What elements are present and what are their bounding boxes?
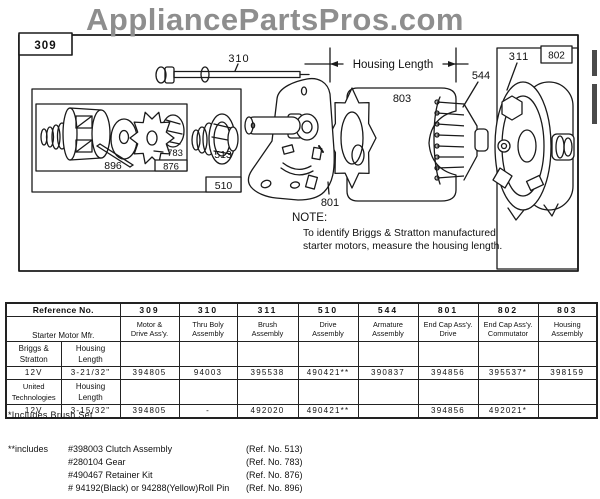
ref-510-box bbox=[205, 176, 242, 193]
footnote-brush-set: *Includes Brush Set bbox=[8, 410, 93, 420]
col-ref-802: 802 bbox=[477, 302, 539, 317]
ref-label-310: 310 bbox=[228, 53, 249, 65]
col-ref-803: 803 bbox=[537, 302, 598, 317]
col-ref-310: 310 bbox=[178, 302, 238, 317]
housing-length-label: Housing Length bbox=[353, 59, 434, 71]
gear-cluster-drawing bbox=[327, 87, 377, 189]
housing-length-dimension bbox=[304, 47, 469, 83]
drive-assembly-box bbox=[31, 88, 242, 193]
ref-label-309: 309 bbox=[34, 40, 56, 52]
ref-309-box bbox=[18, 32, 73, 56]
cell-544: 390837 bbox=[357, 366, 419, 380]
footnote-item: **includes #398003 Clutch Assembly (Ref.… bbox=[8, 444, 348, 457]
cell-510: 490421** bbox=[297, 404, 359, 419]
briggs-housing-length-label: Housing Length bbox=[60, 341, 121, 367]
appliancepartspros-watermark: AppliancePartsPros.com bbox=[86, 2, 464, 37]
cell-310: 94003 bbox=[178, 366, 238, 380]
col-name-802: End Cap Ass'y. Commutator bbox=[477, 316, 539, 342]
scan-artifact bbox=[592, 84, 597, 124]
briggs-voltage: 12V bbox=[5, 366, 62, 380]
footnote-item: #490467 Retainer Kit (Ref. No. 876) bbox=[8, 470, 348, 483]
ref-label-513: 513 bbox=[214, 149, 232, 161]
ref-label-876: 876 bbox=[163, 162, 179, 173]
table-row-united-technologies: United Technologies Housing Length bbox=[5, 379, 598, 405]
footnote-includes-block: **includes #398003 Clutch Assembly (Ref.… bbox=[8, 444, 348, 496]
col-ref-544: 544 bbox=[357, 302, 419, 317]
footnote-item: # 94192(Black) or 94288(Yellow)Roll Pin … bbox=[8, 483, 348, 496]
ref-876-box bbox=[154, 159, 188, 172]
footnote-item: #280104 Gear (Ref. No. 783) bbox=[8, 457, 348, 470]
col-ref-309: 309 bbox=[119, 302, 180, 317]
cell-510: 490421** bbox=[297, 366, 359, 380]
ref-label-544: 544 bbox=[472, 70, 490, 82]
footnote-part: #490467 Retainer Kit bbox=[68, 470, 153, 480]
end-cap-commutator-drawing bbox=[492, 45, 575, 221]
cell-309: 394805 bbox=[119, 366, 180, 380]
cell-802: 395537* bbox=[477, 366, 539, 380]
mfr-briggs: Briggs & Stratton bbox=[5, 341, 62, 367]
col-ref-510: 510 bbox=[297, 302, 359, 317]
thru-bolt-drawing bbox=[155, 63, 310, 84]
table-row-briggs-values: 12V 3-21/32" 394805 94003 395538 490421*… bbox=[5, 366, 598, 380]
includes-label: **includes bbox=[8, 444, 49, 454]
footnote-part: #398003 Clutch Assembly bbox=[68, 444, 173, 454]
ref-label-311: 311 bbox=[509, 51, 530, 63]
ref-802-box bbox=[540, 45, 573, 64]
reference-no-header: Reference No. bbox=[5, 302, 121, 317]
footnote-ref: (Ref. No. 513) bbox=[246, 444, 303, 454]
footnote-part: #280104 Gear bbox=[68, 457, 126, 467]
note-line2: starter motors, measure the housing leng… bbox=[303, 241, 502, 252]
cell-311: 492020 bbox=[236, 404, 299, 419]
mfr-united: United Technologies bbox=[5, 379, 62, 405]
col-name-510: Drive Assembly bbox=[297, 316, 359, 342]
ref-label-802: 802 bbox=[548, 51, 565, 62]
table-row-part-names: Starter Motor Mfr. Motor & Drive Ass'y. T… bbox=[5, 316, 598, 342]
footnote-ref: (Ref. No. 896) bbox=[246, 483, 303, 493]
cell-310: - bbox=[178, 404, 238, 419]
col-name-310: Thru Boly Assembly bbox=[178, 316, 238, 342]
cell-544 bbox=[357, 404, 419, 419]
cell-803: 398159 bbox=[537, 366, 598, 380]
footnote-ref: (Ref. No. 783) bbox=[246, 457, 303, 467]
parts-reference-table: Reference No. 309 310 311 510 544 801 80… bbox=[5, 302, 598, 419]
end-cap-drive-drawing bbox=[244, 77, 335, 201]
ref-label-783: 783 bbox=[167, 148, 183, 159]
cell-801: 394856 bbox=[417, 366, 479, 380]
footnote-part: # 94192(Black) or 94288(Yellow)Roll Pin bbox=[68, 483, 230, 493]
armature-drawing bbox=[433, 81, 489, 185]
cell-801: 394856 bbox=[417, 404, 479, 419]
starter-motor-mfr-header: Starter Motor Mfr. bbox=[5, 316, 121, 342]
ref-label-803: 803 bbox=[393, 93, 411, 105]
col-ref-311: 311 bbox=[236, 302, 299, 317]
united-housing-length-label: Housing Length bbox=[60, 379, 121, 405]
table-row-united-values: 12V 3-15/32" 394805 - 492020 490421** 39… bbox=[5, 404, 598, 419]
cell-309: 394805 bbox=[119, 404, 180, 419]
col-name-311: Brush Assembly bbox=[236, 316, 299, 342]
note-title: NOTE: bbox=[292, 212, 327, 224]
ref-label-896: 896 bbox=[104, 160, 122, 172]
parts-diagram: 309 310 Housing Length 544 803 801 311 8… bbox=[18, 32, 597, 272]
cell-311: 395538 bbox=[236, 366, 299, 380]
table-row-reference-numbers: Reference No. 309 310 311 510 544 801 80… bbox=[5, 302, 598, 317]
ref-label-510: 510 bbox=[215, 180, 233, 192]
col-name-544: Armature Assembly bbox=[357, 316, 419, 342]
note-line1: To identify Briggs & Stratton manufactur… bbox=[303, 228, 496, 239]
briggs-length: 3-21/32" bbox=[60, 366, 121, 380]
col-name-801: End Cap Ass'y. Drive bbox=[417, 316, 479, 342]
cell-803 bbox=[537, 404, 598, 419]
table-row-briggs-stratton: Briggs & Stratton Housing Length bbox=[5, 341, 598, 367]
scan-artifact bbox=[592, 50, 597, 76]
cell-802: 492021* bbox=[477, 404, 539, 419]
col-name-309: Motor & Drive Ass'y. bbox=[119, 316, 180, 342]
footnote-ref: (Ref. No. 876) bbox=[246, 470, 303, 480]
col-ref-801: 801 bbox=[417, 302, 479, 317]
col-name-803: Housing Assembly bbox=[537, 316, 598, 342]
ref-label-801: 801 bbox=[321, 197, 339, 209]
